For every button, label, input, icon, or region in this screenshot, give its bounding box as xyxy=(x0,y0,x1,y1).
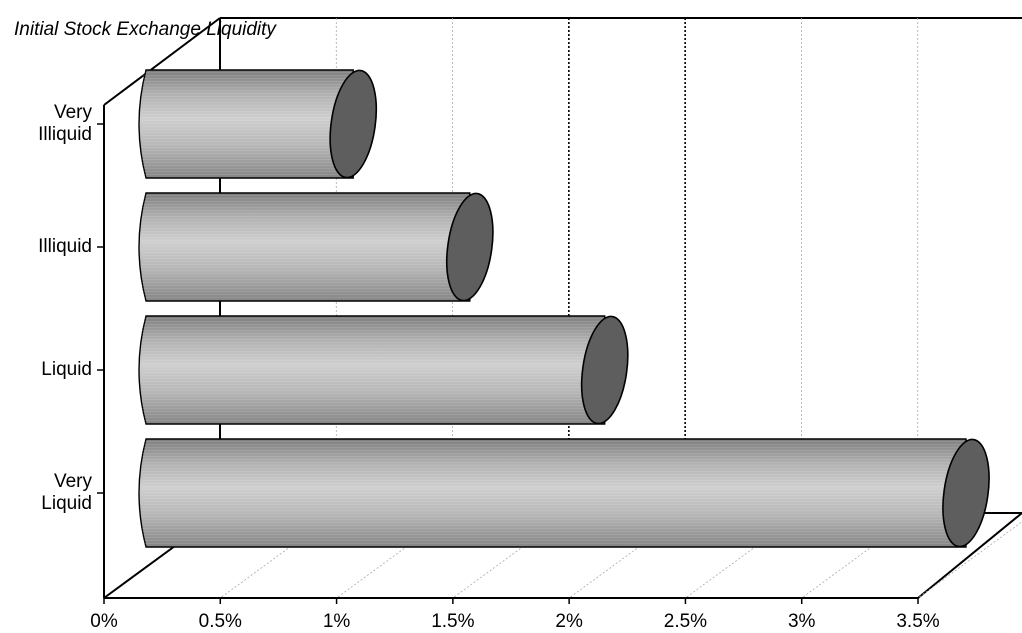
bar-stripes xyxy=(142,72,354,176)
bar-very-liquid xyxy=(138,438,990,548)
y-axis-title: Initial Stock Exchange Liquidity xyxy=(14,19,276,40)
bar-end-cap xyxy=(329,69,378,179)
x-tick-label: 1% xyxy=(323,611,351,632)
y-tick-label: Very Liquid xyxy=(41,471,92,514)
x-tick-labels: 0% 0.5% 1% 1.5% 2% 2.5% 3% 3.5% xyxy=(90,598,940,632)
bar-end-cap xyxy=(580,315,629,425)
bar-stripes xyxy=(142,318,605,422)
x-tick-label: 2% xyxy=(555,611,583,632)
bar-illiquid xyxy=(138,192,494,302)
x-tick-label: 3.5% xyxy=(896,611,939,632)
bar-very-illiquid xyxy=(138,69,378,179)
bar-stripes xyxy=(142,195,470,299)
x-tick-label: 2.5% xyxy=(664,611,707,632)
floor-right-edge xyxy=(917,512,1022,599)
bar-liquid xyxy=(138,315,629,425)
y-tick-label: Very Illiquid xyxy=(38,102,92,145)
side-wall-top-edge xyxy=(103,17,221,106)
bars-group xyxy=(138,69,990,548)
x-tick-label: 1.5% xyxy=(431,611,474,632)
gridlines xyxy=(220,18,1022,599)
x-tick-label: 0% xyxy=(90,611,118,632)
bar-end-cap xyxy=(445,192,494,302)
bar-end-cap xyxy=(942,438,990,548)
y-tick-label: Liquid xyxy=(41,359,92,380)
x-tick-label: 3% xyxy=(788,611,816,632)
bar-stripes xyxy=(142,441,966,545)
x-tick-label: 0.5% xyxy=(199,611,242,632)
y-tick-label: Illiquid xyxy=(38,236,92,257)
